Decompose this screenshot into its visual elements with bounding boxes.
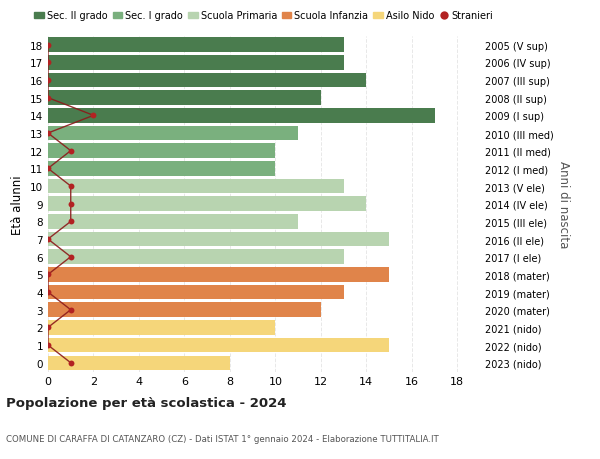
Bar <box>48 268 389 282</box>
Point <box>66 218 76 225</box>
Point <box>43 77 53 84</box>
Y-axis label: Anni di nascita: Anni di nascita <box>557 161 570 248</box>
Point <box>43 42 53 49</box>
Point <box>43 289 53 296</box>
Bar <box>48 38 344 53</box>
Bar <box>48 285 344 300</box>
Point <box>43 341 53 349</box>
Bar <box>48 56 344 70</box>
Point <box>66 201 76 208</box>
Point <box>43 60 53 67</box>
Legend: Sec. II grado, Sec. I grado, Scuola Primaria, Scuola Infanzia, Asilo Nido, Stran: Sec. II grado, Sec. I grado, Scuola Prim… <box>31 7 497 25</box>
Bar <box>48 144 275 158</box>
Point <box>43 236 53 243</box>
Text: Popolazione per età scolastica - 2024: Popolazione per età scolastica - 2024 <box>6 396 287 409</box>
Point <box>89 112 98 120</box>
Point <box>43 95 53 102</box>
Bar <box>48 91 321 106</box>
Bar <box>48 356 230 370</box>
Bar <box>48 179 344 194</box>
Bar <box>48 73 367 88</box>
Point <box>66 253 76 261</box>
Y-axis label: Età alunni: Età alunni <box>11 174 25 234</box>
Bar <box>48 303 321 317</box>
Point <box>66 148 76 155</box>
Point <box>66 307 76 314</box>
Bar <box>48 127 298 141</box>
Point <box>66 359 76 367</box>
Bar <box>48 215 298 229</box>
Point <box>66 183 76 190</box>
Text: COMUNE DI CARAFFA DI CATANZARO (CZ) - Dati ISTAT 1° gennaio 2024 - Elaborazione : COMUNE DI CARAFFA DI CATANZARO (CZ) - Da… <box>6 434 439 442</box>
Bar <box>48 197 367 212</box>
Bar <box>48 338 389 353</box>
Point <box>43 130 53 137</box>
Bar <box>48 232 389 247</box>
Point <box>43 324 53 331</box>
Bar <box>48 320 275 335</box>
Point <box>43 165 53 173</box>
Bar <box>48 162 275 176</box>
Bar <box>48 109 434 123</box>
Bar <box>48 250 344 264</box>
Point <box>43 271 53 279</box>
